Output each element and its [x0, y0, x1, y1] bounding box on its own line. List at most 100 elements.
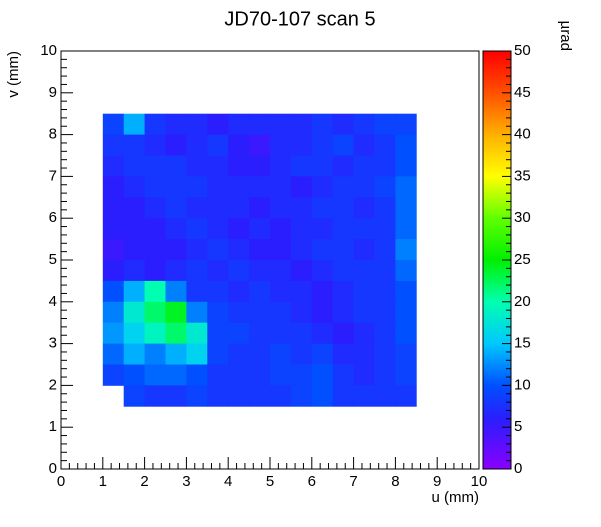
y-tick-label: 5 [49, 251, 57, 268]
x-tick-label: 0 [57, 473, 65, 490]
heatmap-cell [332, 113, 354, 135]
heatmap-cell [249, 322, 271, 344]
colorbar-tick-label: 30 [514, 209, 531, 226]
heatmap-cell [207, 364, 229, 386]
colorbar-tick-label: 20 [514, 293, 531, 310]
colorbar-tick-label: 50 [514, 42, 531, 59]
heatmap-cell [186, 280, 208, 303]
heatmap-cell [144, 322, 166, 344]
heatmap-cell [353, 301, 375, 324]
heatmap-cell [207, 134, 229, 156]
heatmap-cell [123, 364, 145, 386]
heatmap-cell [270, 343, 292, 365]
y-tick-label: 9 [49, 84, 57, 101]
heatmap-cell [395, 343, 417, 365]
heatmap-cell [395, 155, 417, 177]
heatmap-cell [102, 280, 125, 303]
heatmap-cell [165, 385, 187, 407]
y-tick-label: 4 [49, 293, 57, 310]
colorbar-tick-label: 10 [514, 376, 531, 393]
heatmap-cell [123, 322, 145, 344]
heatmap-cell [102, 322, 125, 344]
heatmap-cell [395, 385, 417, 407]
heatmap-cell [311, 322, 334, 344]
heatmap-cell [270, 113, 292, 135]
heatmap-cell [165, 134, 187, 156]
heatmap-cell [395, 364, 417, 386]
heatmap-cell [270, 218, 292, 240]
heatmap-cell [395, 280, 417, 303]
heatmap-cell [165, 155, 187, 177]
heatmap-cell [207, 385, 229, 407]
heatmap-cell [374, 364, 396, 386]
heatmap-cell [186, 301, 208, 324]
heatmap-cell [123, 280, 145, 303]
colorbar-tick-label: 5 [514, 418, 522, 435]
heatmap-cell [395, 239, 417, 261]
x-tick-label: 4 [224, 473, 232, 490]
heatmap-cell [186, 155, 208, 177]
heatmap-cell [228, 176, 250, 198]
heatmap-cell [165, 197, 187, 219]
y-tick-label: 0 [49, 460, 57, 477]
heatmap-cell [332, 134, 354, 156]
heatmap-cell [290, 239, 313, 261]
heatmap-cell [311, 280, 334, 303]
heatmap-cell [144, 176, 166, 198]
colorbar-frame [482, 50, 512, 470]
colorbar-tick-label: 45 [514, 84, 531, 101]
heatmap-cell [290, 155, 313, 177]
heatmap-cell [207, 239, 229, 261]
heatmap-cell [374, 385, 396, 407]
heatmap-cell [332, 280, 354, 303]
x-tick-label: 7 [349, 473, 357, 490]
heatmap-cell [228, 218, 250, 240]
heatmap-cell [123, 155, 145, 177]
heatmap-cell [290, 134, 313, 156]
heatmap-cell [332, 176, 354, 198]
y-tick-label: 6 [49, 209, 57, 226]
heatmap-cell [395, 322, 417, 344]
heatmap-cell [102, 218, 125, 240]
heatmap-cell [186, 343, 208, 365]
heatmap-cell [270, 280, 292, 303]
heatmap-cell [144, 260, 166, 282]
heatmap-cell [353, 176, 375, 198]
heatmap-cell [165, 176, 187, 198]
heatmap-cell [270, 385, 292, 407]
heatmap-cell [249, 280, 271, 303]
x-tick-label: 10 [471, 473, 488, 490]
y-tick-label: 7 [49, 167, 57, 184]
x-tick-label: 2 [140, 473, 148, 490]
heatmap-cell [102, 260, 125, 282]
heatmap-cell [353, 260, 375, 282]
x-tick-label: 3 [182, 473, 190, 490]
heatmap-cell [290, 280, 313, 303]
x-tick-label: 1 [99, 473, 107, 490]
y-tick-label: 3 [49, 335, 57, 352]
heatmap-cell [374, 197, 396, 219]
y-tick-label: 2 [49, 376, 57, 393]
heatmap-cell [374, 343, 396, 365]
heatmap-cell [290, 197, 313, 219]
heatmap-cell [270, 364, 292, 386]
colorbar-tick-label: 0 [514, 460, 522, 477]
heatmap-cell [123, 113, 145, 135]
heatmap-cell [123, 385, 145, 407]
heatmap-cell [123, 218, 145, 240]
heatmap-cell [332, 385, 354, 407]
heatmap-cell [353, 134, 375, 156]
heatmap-cell [270, 134, 292, 156]
heatmap-cell [144, 134, 166, 156]
heatmap-cell [249, 176, 271, 198]
heatmap-cell [290, 364, 313, 386]
heatmap-cell [186, 364, 208, 386]
heatmap-cell [102, 343, 125, 365]
heatmap-cell [102, 176, 125, 198]
y-tick-label: 8 [49, 126, 57, 143]
heatmap-cell [228, 197, 250, 219]
heatmap-cell [123, 343, 145, 365]
heatmap-cell [374, 260, 396, 282]
